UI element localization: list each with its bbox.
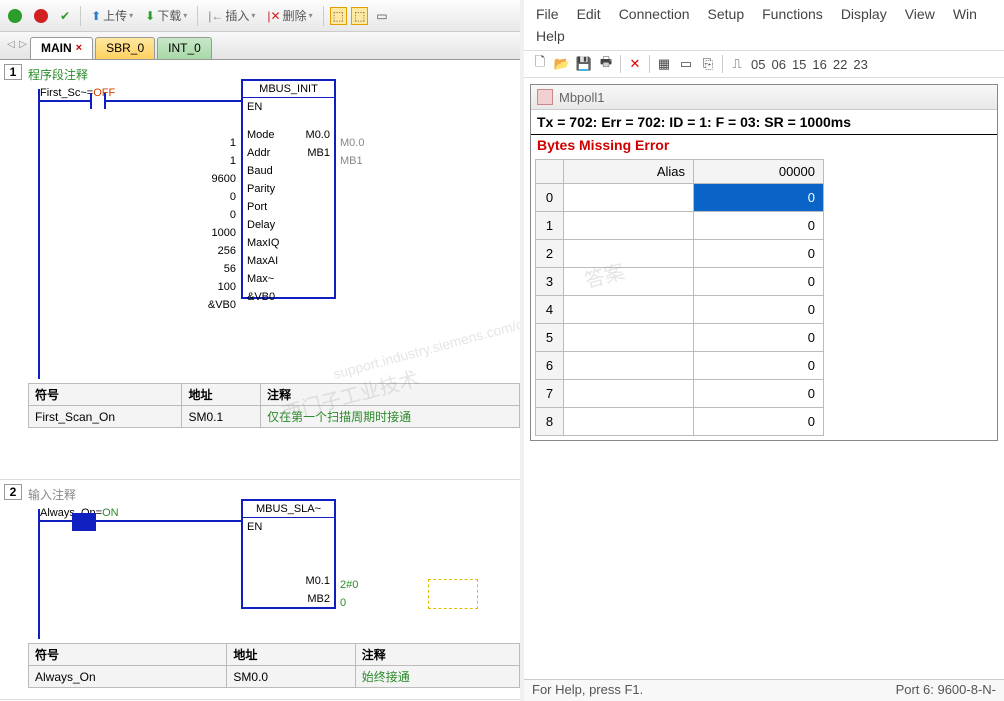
view1-button[interactable]: ⬚ [330,7,347,25]
fn-16[interactable]: 16 [812,57,826,72]
insert-button[interactable]: |←插入▾ [204,5,259,26]
tab-prev[interactable]: ◁ [6,36,16,52]
symbol-table: 符号地址注释 Always_OnSM0.0始终接通 [28,643,520,688]
app-icon [537,89,553,105]
grid-icon[interactable]: ▦ [656,56,672,72]
table-row[interactable]: 60 [536,352,824,380]
status-bar: For Help, press F1. Port 6: 9600-8-N- [524,679,1004,701]
mbpoll-window: Mbpoll1 Tx = 702: Err = 702: ID = 1: F =… [530,84,998,441]
status-port: Port 6: 9600-8-N- [896,682,996,699]
print-icon[interactable]: 🖶 [598,56,614,72]
block-title: MBUS_INIT [243,81,334,98]
new-icon[interactable]: 🗋 [532,56,548,72]
tab-int0[interactable]: INT_0 [157,37,212,59]
close-icon[interactable]: × [76,42,82,54]
fn-06[interactable]: 06 [771,57,785,72]
right-toolbar: 🗋 📂 💾 🖶 ✕ ▦ ▭ ⎘ ⎍ 05 06 15 16 22 23 [524,50,1004,78]
menu-setup[interactable]: Setup [708,6,745,22]
run-button[interactable] [4,7,26,25]
fn-22[interactable]: 22 [833,57,847,72]
table-row[interactable]: 30 [536,268,824,296]
table-row[interactable]: 50 [536,324,824,352]
menu-help[interactable]: Help [536,28,565,44]
tab-next[interactable]: ▷ [18,36,28,52]
network-area: 1 程序段注释 First_Sc~=OFF MBUS_INIT EN ModeM [0,60,520,701]
poll-status: Tx = 702: Err = 702: ID = 1: F = 03: SR … [531,110,997,135]
menu-connection[interactable]: Connection [619,6,690,22]
fn-05[interactable]: 05 [751,57,765,72]
save-icon[interactable]: 💾 [576,56,592,72]
download-button[interactable]: ⬇下载▾ [141,5,191,26]
view2-button[interactable]: ⬚ [351,7,368,25]
error-message: Bytes Missing Error [531,135,997,155]
menu-bar: File Edit Connection Setup Functions Dis… [524,0,1004,28]
tab-bar: ◁ ▷ MAIN× SBR_0 INT_0 [0,32,520,60]
menu-view[interactable]: View [905,6,935,22]
menu-file[interactable]: File [536,6,559,22]
network-2: 2 输入注释 Always_On=ON MBUS_SLA~ EN M0.1 MB… [0,480,520,700]
window-titlebar[interactable]: Mbpoll1 [531,85,997,110]
table-row[interactable]: 10 [536,212,824,240]
delete-button[interactable]: |✕删除▾ [263,5,316,26]
window-icon[interactable]: ▭ [678,56,694,72]
tab-sbr0[interactable]: SBR_0 [95,37,155,59]
plc-editor-pane: ✔ ⬆上传▾ ⬇下载▾ |←插入▾ |✕删除▾ ⬚ ⬚ ▭ ◁ ▷ MAIN× … [0,0,520,701]
stop-button[interactable] [30,7,52,25]
table-row[interactable]: 00 [536,184,824,212]
menu-window[interactable]: Win [953,6,977,22]
mbus-init-block[interactable]: MBUS_INIT EN ModeM0.0 AddrMB1 Baud Parit… [241,79,336,299]
modbus-poll-pane: File Edit Connection Setup Functions Dis… [520,0,1004,701]
editor-toolbar: ✔ ⬆上传▾ ⬇下载▾ |←插入▾ |✕删除▾ ⬚ ⬚ ▭ [0,0,520,32]
pulse-icon[interactable]: ⎍ [729,56,745,72]
fn-23[interactable]: 23 [853,57,867,72]
view3-button[interactable]: ▭ [372,7,391,25]
network-number: 2 [4,484,22,500]
delete-icon[interactable]: ✕ [627,56,643,72]
status-help: For Help, press F1. [532,682,643,699]
copy-icon[interactable]: ⎘ [700,56,716,72]
menu-edit[interactable]: Edit [577,6,601,22]
fn-15[interactable]: 15 [792,57,806,72]
table-row[interactable]: 70 [536,380,824,408]
table-row[interactable]: 80 [536,408,824,436]
table-row[interactable]: 20 [536,240,824,268]
symbol-table: 符号地址注释 First_Scan_OnSM0.1仅在第一个扫描周期时接通 [28,383,520,428]
mbus-slave-block[interactable]: MBUS_SLA~ EN M0.1 MB2 [241,499,336,609]
menu-display[interactable]: Display [841,6,887,22]
open-icon[interactable]: 📂 [554,56,570,72]
upload-button[interactable]: ⬆上传▾ [87,5,137,26]
compile-button[interactable]: ✔ [56,7,74,25]
tab-main[interactable]: MAIN× [30,37,93,59]
network-1: 1 程序段注释 First_Sc~=OFF MBUS_INIT EN ModeM [0,60,520,480]
menu-functions[interactable]: Functions [762,6,823,22]
block-title: MBUS_SLA~ [243,501,334,518]
table-row[interactable]: 40 [536,296,824,324]
network-number: 1 [4,64,22,80]
register-grid[interactable]: Alias00000 00 10 20 30 40 50 60 70 80 [535,159,824,436]
